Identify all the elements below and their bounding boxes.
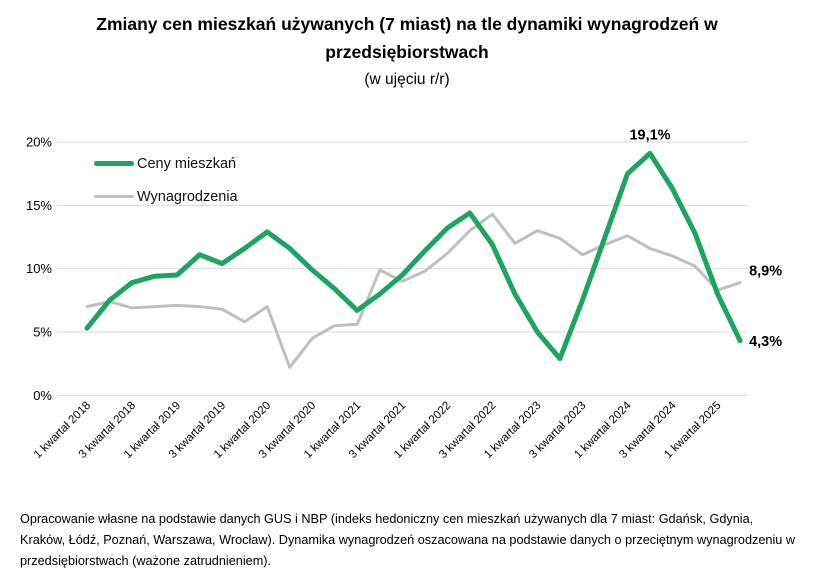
series-line-ceny-mieszkan	[84, 150, 743, 362]
y-axis-tick-label: 0%	[33, 388, 52, 403]
data-label: 19,1%	[629, 127, 670, 143]
legend-item-ceny-mieszkan: Ceny mieszkań	[94, 147, 238, 180]
y-axis-tick-label: 15%	[26, 198, 52, 213]
title-line2: przedsiębiorstwach	[325, 42, 489, 62]
page-title: Zmiany cen mieszkań używanych (7 miast) …	[0, 10, 814, 66]
title-line1: Zmiany cen mieszkań używanych (7 miast) …	[96, 14, 718, 34]
source-note: Opracowanie własne na podstawie danych G…	[20, 512, 796, 568]
legend-label: Wynagrodzenia	[137, 188, 238, 205]
data-label: 8,9%	[749, 264, 782, 280]
series-line-wynagrodzenia	[85, 212, 742, 369]
y-axis-tick-label: 5%	[33, 324, 52, 339]
legend-item-wynagrodzenia: Wynagrodzenia	[94, 180, 238, 213]
legend: Ceny mieszkań Wynagrodzenia	[94, 147, 238, 213]
legend-label: Ceny mieszkań	[137, 155, 237, 172]
legend-line-sample-green	[94, 161, 134, 166]
chart-subtitle: (w ujęciu r/r)	[364, 71, 450, 88]
y-axis-tick-label: 20%	[26, 135, 52, 150]
data-label: 4,3%	[749, 334, 782, 350]
y-axis-tick-label: 10%	[26, 261, 52, 276]
legend-line-sample-gray	[94, 195, 134, 198]
